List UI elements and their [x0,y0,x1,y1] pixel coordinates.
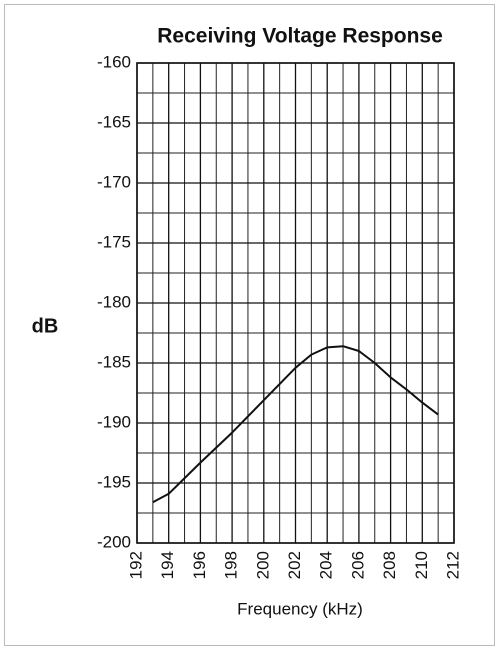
x-tick-label: 196 [190,551,209,579]
x-axis-label: Frequency (kHz) [237,599,363,618]
y-tick-label: -160 [97,52,131,71]
x-tick-label: 194 [158,551,177,579]
x-tick-label: 192 [126,551,145,579]
x-tick-label: 200 [253,551,272,579]
y-axis-label: dB [32,315,59,337]
plot-frame [136,62,455,544]
x-tick-label: 212 [443,551,462,579]
y-tick-label: -195 [97,472,131,491]
page-border [4,4,495,646]
y-tick-label: -165 [97,112,131,131]
x-tick-label: 198 [222,551,241,579]
data-line [152,345,439,504]
y-tick-label: -185 [97,352,131,371]
y-tick-label: -170 [97,172,131,191]
y-tick-label: -200 [97,532,131,551]
x-tick-label: 208 [380,551,399,579]
x-tick-label: 204 [317,551,336,579]
x-tick-label: 210 [412,551,431,579]
y-tick-label: -175 [97,232,131,251]
y-tick-label: -180 [97,292,131,311]
x-tick-label: 206 [348,551,367,579]
x-tick-label: 202 [285,551,304,579]
chart-title: Receiving Voltage Response [157,25,443,48]
y-tick-label: -190 [97,412,131,431]
